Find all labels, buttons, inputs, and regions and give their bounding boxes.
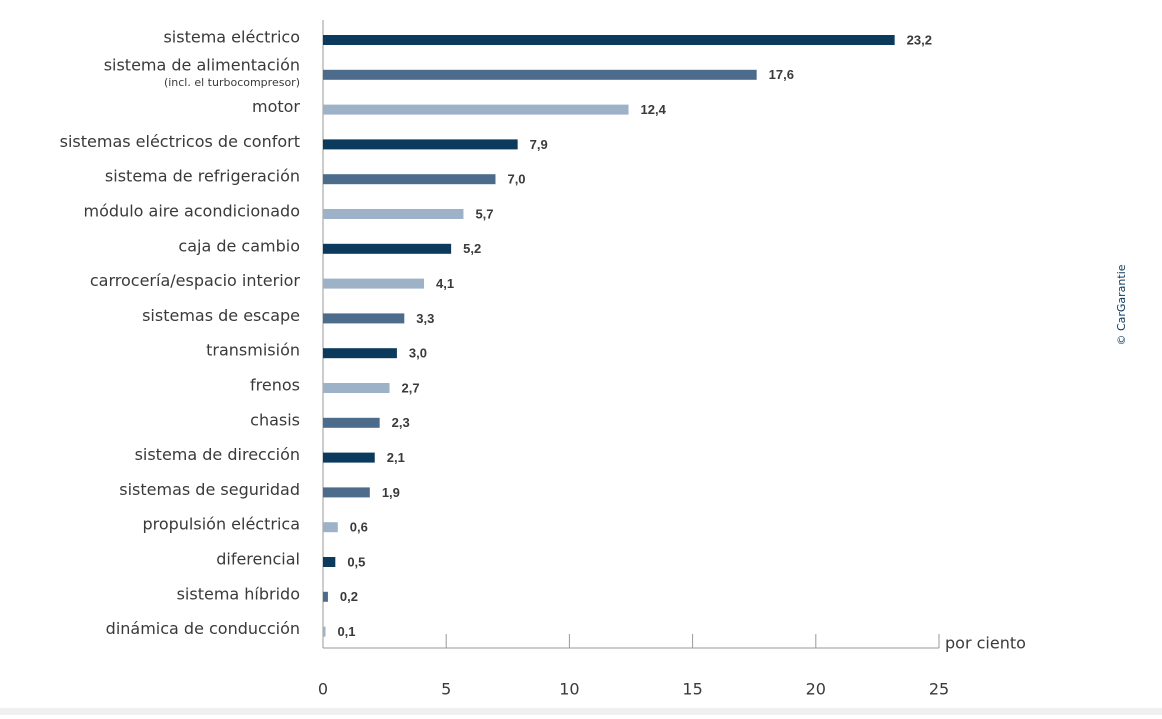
category-label: dinámica de conducción: [106, 619, 300, 638]
bar: [323, 591, 328, 602]
x-tick-label: 5: [441, 680, 451, 699]
bar: [323, 174, 496, 185]
value-label: 0,6: [350, 520, 368, 535]
credit: © CarGarantie: [1115, 264, 1128, 345]
bar: [323, 139, 518, 150]
value-label: 2,7: [402, 380, 420, 395]
category-label: propulsión eléctrica: [142, 515, 300, 534]
category-label: sistemas de escape: [142, 306, 300, 325]
bar: [323, 557, 336, 567]
value-label: 3,0: [409, 346, 427, 361]
bar: [323, 104, 629, 115]
bar: [323, 417, 380, 428]
category-label: carrocería/espacio interior: [90, 271, 301, 290]
category-label: sistema de refrigeración: [105, 167, 300, 186]
value-label: 5,2: [463, 241, 481, 256]
value-label: 7,0: [507, 172, 525, 187]
value-label: 23,2: [907, 32, 932, 47]
category-label: sistemas de seguridad: [119, 480, 300, 499]
value-label: 17,6: [769, 67, 794, 82]
x-axis-label: por ciento: [945, 634, 1026, 653]
footer-strip: [0, 708, 1162, 715]
bar: [323, 487, 370, 498]
x-tick-label: 20: [806, 680, 826, 699]
category-label: transmisión: [206, 341, 300, 360]
x-tick-label: 15: [682, 680, 702, 699]
bar: [323, 35, 895, 45]
category-label: sistema híbrido: [177, 584, 300, 603]
x-tick-label: 25: [929, 680, 949, 699]
category-label: motor: [252, 97, 300, 116]
bar: [323, 383, 390, 393]
category-label: sistema de alimentación: [104, 55, 300, 74]
category-note: (incl. el turbocompresor): [164, 76, 300, 89]
category-label: sistemas eléctricos de confort: [60, 132, 300, 151]
category-label: frenos: [250, 376, 300, 395]
category-label: caja de cambio: [178, 236, 300, 255]
bar: [323, 313, 405, 324]
value-label: 2,1: [387, 450, 405, 465]
bar: [323, 626, 326, 637]
bar: [323, 69, 757, 80]
bar: [323, 209, 464, 219]
bar: [323, 348, 397, 359]
value-label: 1,9: [382, 485, 400, 500]
bar: [323, 452, 375, 463]
value-label: 4,1: [436, 276, 454, 291]
bar: [323, 278, 425, 289]
bar: [323, 522, 338, 533]
value-label: 12,4: [641, 102, 667, 117]
value-label: 0,1: [337, 624, 355, 639]
category-label: sistema de dirección: [135, 445, 300, 464]
value-label: 7,9: [530, 137, 548, 152]
x-tick-label: 10: [559, 680, 579, 699]
value-label: 0,5: [347, 554, 365, 569]
category-label: chasis: [250, 410, 300, 429]
bar: [323, 243, 452, 254]
category-label: sistema eléctrico: [163, 28, 300, 47]
x-tick-label: 0: [318, 680, 328, 699]
value-label: 0,2: [340, 589, 358, 604]
value-label: 5,7: [475, 206, 493, 221]
category-label: diferencial: [216, 550, 300, 569]
value-label: 2,3: [392, 415, 410, 430]
value-label: 3,3: [416, 311, 434, 326]
category-label: módulo aire acondicionado: [84, 202, 300, 221]
